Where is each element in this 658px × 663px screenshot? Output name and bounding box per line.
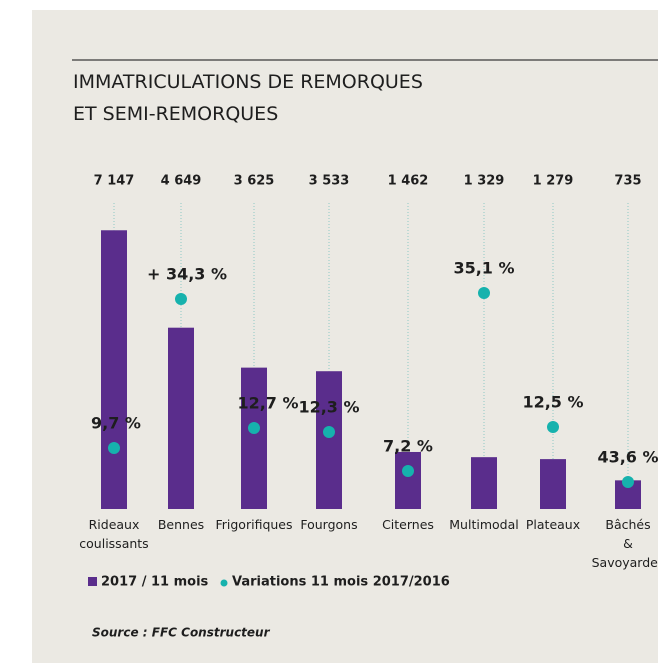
legend-label: Variations 11 mois 2017/2016 <box>232 575 450 590</box>
x-tick-label: Plateaux <box>526 517 580 532</box>
value-label: 735 <box>614 174 641 189</box>
chart-title: ET SEMI-REMORQUES <box>73 103 278 125</box>
x-tick-label: Bâchés & Savoyardes <box>592 517 658 570</box>
value-label: 3 533 <box>309 174 350 189</box>
x-tick-label: Rideaux coulissants <box>79 517 148 551</box>
panel <box>32 10 658 663</box>
source: Source : FFC Constructeur <box>92 626 271 640</box>
variation-label: + 34,3 % <box>147 265 227 284</box>
variation-label: 7,2 % <box>383 437 433 456</box>
value-label: 1 462 <box>388 174 429 189</box>
variation-dot <box>108 442 120 454</box>
variation-dot <box>547 421 559 433</box>
value-label: 4 649 <box>161 174 202 189</box>
variation-label: 43,6 % <box>597 448 658 467</box>
x-tick-label: Bennes <box>158 517 204 532</box>
value-label: 7 147 <box>94 174 135 189</box>
bar <box>241 367 267 509</box>
variation-label: 12,5 % <box>522 393 583 412</box>
legend-label: 2017 / 11 mois <box>101 575 209 590</box>
x-tick-label: Multimodal <box>449 517 518 532</box>
variation-dot <box>478 287 490 299</box>
legend-swatch <box>220 579 228 587</box>
value-label: 1 329 <box>464 174 505 189</box>
x-tick-label: Frigorifiques <box>215 517 292 532</box>
variation-label: 12,7 % <box>237 394 298 413</box>
variation-label: 35,1 % <box>453 259 514 278</box>
bar <box>168 327 194 509</box>
bar <box>101 230 127 509</box>
variation-dot <box>175 293 187 305</box>
variation-dot <box>402 465 414 477</box>
value-label: 1 279 <box>533 174 574 189</box>
x-tick-label: Citernes <box>382 517 434 532</box>
x-tick-label: Fourgons <box>300 517 357 532</box>
bar <box>540 459 566 509</box>
bar <box>316 371 342 509</box>
legend-swatch <box>88 577 97 586</box>
variation-label: 9,7 % <box>91 414 141 433</box>
bar <box>395 451 421 509</box>
variation-dot <box>248 422 260 434</box>
value-label: 3 625 <box>234 174 275 189</box>
variation-label: 12,3 % <box>298 398 359 417</box>
variation-dot <box>323 426 335 438</box>
chart-title: IMMATRICULATIONS DE REMORQUES <box>73 71 423 93</box>
bar <box>471 457 497 509</box>
variation-dot <box>622 476 634 488</box>
